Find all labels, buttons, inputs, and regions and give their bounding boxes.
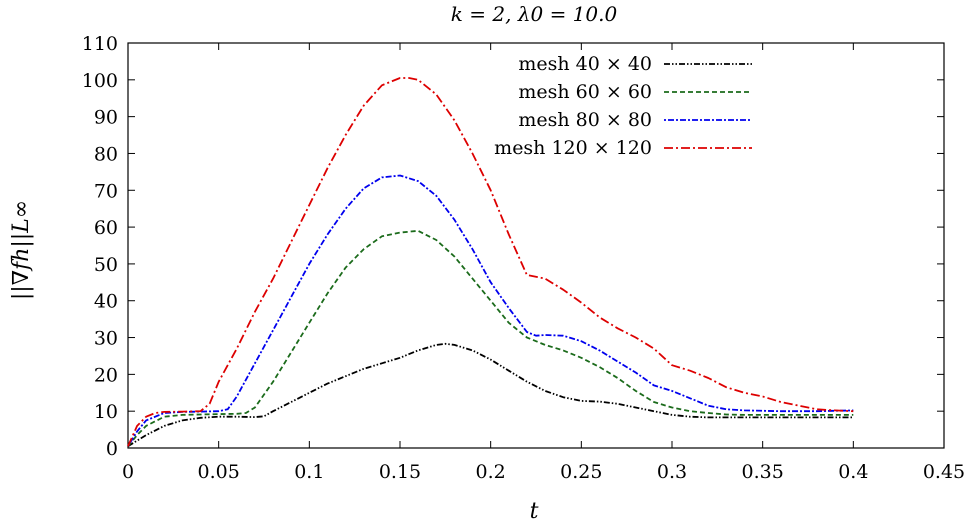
legend-label-2: mesh 60 × 60: [518, 81, 652, 103]
x-tick-label: 0: [122, 461, 134, 483]
x-tick-label: 0.2: [476, 461, 506, 483]
x-tick-label: 0.3: [657, 461, 687, 483]
x-tick-label: 0.05: [198, 461, 240, 483]
y-axis-label: ||∇fh||L∞: [9, 200, 34, 300]
y-tick-label: 110: [82, 33, 118, 55]
y-tick-label: 40: [94, 291, 118, 313]
x-tick-label: 0.4: [838, 461, 868, 483]
legend-label-3: mesh 80 × 80: [518, 109, 652, 131]
legend: mesh 40 × 40 mesh 60 × 60 mesh 80 × 80 mesh…: [494, 53, 752, 159]
y-tick-label: 10: [94, 401, 118, 423]
legend-label-1: mesh 40 × 40: [518, 53, 652, 75]
y-tick-label: 20: [94, 364, 118, 386]
x-tick-label: 0.15: [379, 461, 421, 483]
plot-frame: [127, 42, 945, 449]
series-line-4: [127, 77, 854, 447]
x-axis-label: t: [530, 499, 539, 524]
chart-title: k = 2, λ0 = 10.0: [451, 2, 618, 26]
x-tick-label: 0.25: [560, 461, 602, 483]
y-tick-label: 0: [106, 438, 118, 460]
y-tick-label: 60: [94, 217, 118, 239]
x-tick-label: 0.45: [923, 461, 965, 483]
y-tick-label: 90: [94, 107, 118, 129]
y-tick-label: 30: [94, 328, 118, 350]
legend-label-4: mesh 120 × 120: [494, 137, 652, 159]
y-tick-label: 50: [94, 254, 118, 276]
series-line-1: [127, 342, 854, 447]
y-tick-label: 100: [82, 70, 118, 92]
axes: 0 0.05 0.1 0.15 0.2 0.25 0.3 0.35 0.4 0.45 0 10 20 30…: [82, 33, 965, 483]
y-tick-label: 80: [94, 143, 118, 165]
y-tick-label: 70: [94, 180, 118, 202]
series-line-3: [127, 174, 854, 447]
x-tick-label: 0.35: [742, 461, 784, 483]
series-line-2: [127, 229, 854, 447]
series-layer: [127, 77, 854, 447]
x-tick-label: 0.1: [294, 461, 324, 483]
